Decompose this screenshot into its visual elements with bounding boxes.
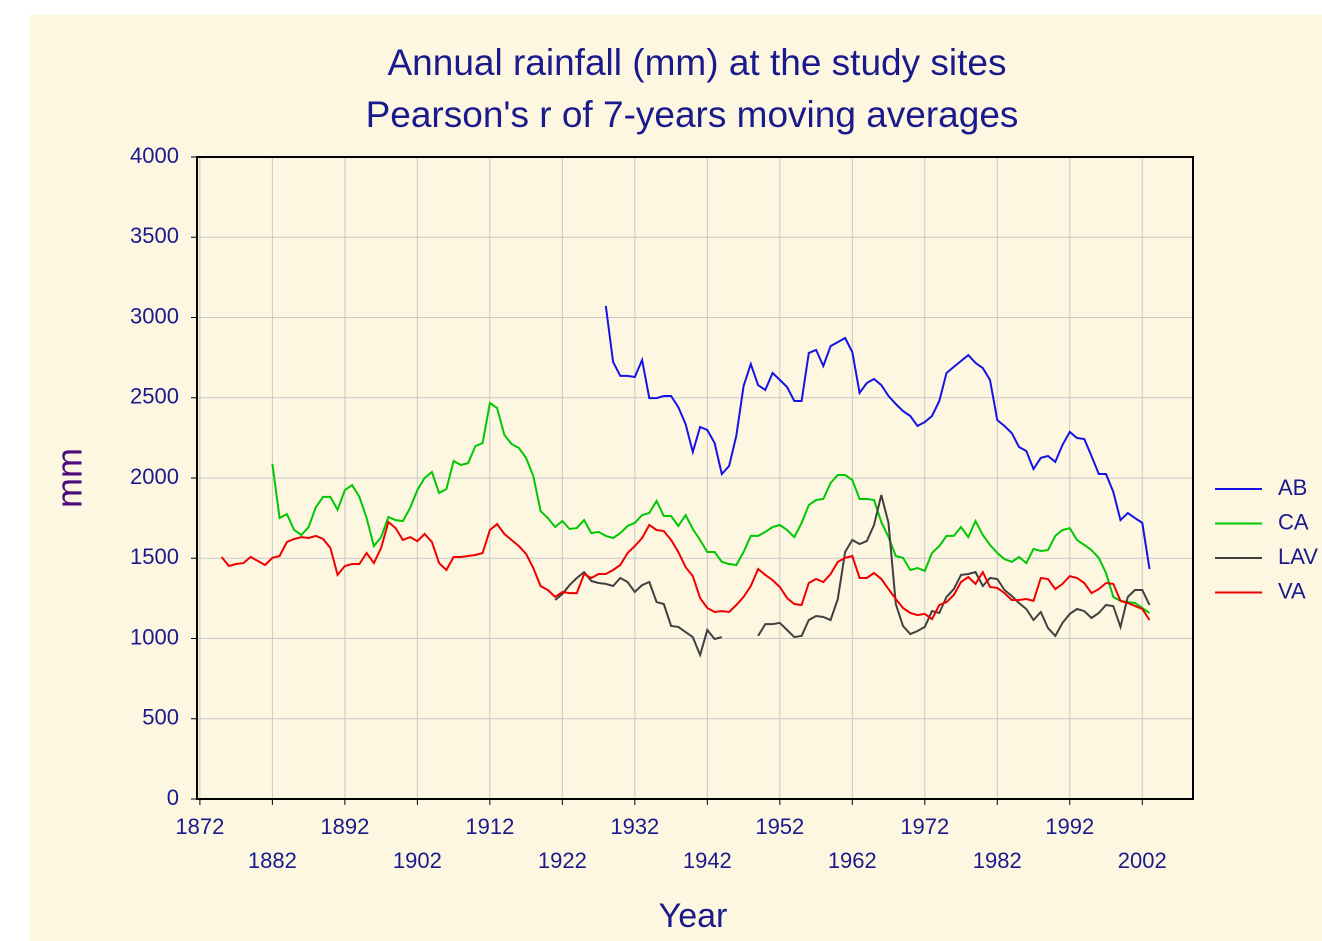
- y-tick-label: 2000: [130, 464, 179, 489]
- chart-subtitle: Pearson's r of 7-years moving averages: [366, 94, 1019, 135]
- x-tick-label: 1902: [393, 848, 442, 873]
- x-tick-label: 1892: [320, 814, 369, 839]
- y-tick-label: 3500: [130, 223, 179, 248]
- x-tick-label: 1952: [755, 814, 804, 839]
- legend-label: LAV: [1278, 544, 1318, 569]
- x-tick-label: 1882: [248, 848, 297, 873]
- x-tick-label: 1922: [538, 848, 587, 873]
- x-tick-label: 1872: [175, 814, 224, 839]
- legend-label: AB: [1278, 475, 1307, 500]
- y-tick-label: 4000: [130, 143, 179, 168]
- y-tick-label: 500: [142, 705, 179, 730]
- x-tick-label: 1932: [610, 814, 659, 839]
- x-tick-label: 1982: [973, 848, 1022, 873]
- series-line: [604, 305, 1151, 570]
- x-axis-title: Year: [659, 897, 728, 935]
- x-tick-label: 1942: [683, 848, 732, 873]
- y-tick-label: 2500: [130, 384, 179, 409]
- y-tick-label: 1500: [130, 544, 179, 569]
- y-tick-label: 1000: [130, 624, 179, 649]
- y-tick-label: 0: [167, 785, 179, 810]
- plot-frame: [196, 156, 1194, 800]
- x-tick-label: 1972: [900, 814, 949, 839]
- y-axis-title: mm: [49, 448, 90, 508]
- series-line: [554, 494, 1151, 659]
- series-line: [271, 401, 1151, 614]
- y-tick-label: 3000: [130, 303, 179, 328]
- x-tick-label: 1992: [1045, 814, 1094, 839]
- x-tick-label: 1962: [828, 848, 877, 873]
- x-tick-label: 2002: [1118, 848, 1167, 873]
- chart-title: Annual rainfall (mm) at the study sites: [388, 42, 1007, 83]
- x-tick-label: 1912: [465, 814, 514, 839]
- series-line: [220, 520, 1151, 621]
- legend-label: VA: [1278, 578, 1306, 603]
- legend-label: CA: [1278, 509, 1309, 534]
